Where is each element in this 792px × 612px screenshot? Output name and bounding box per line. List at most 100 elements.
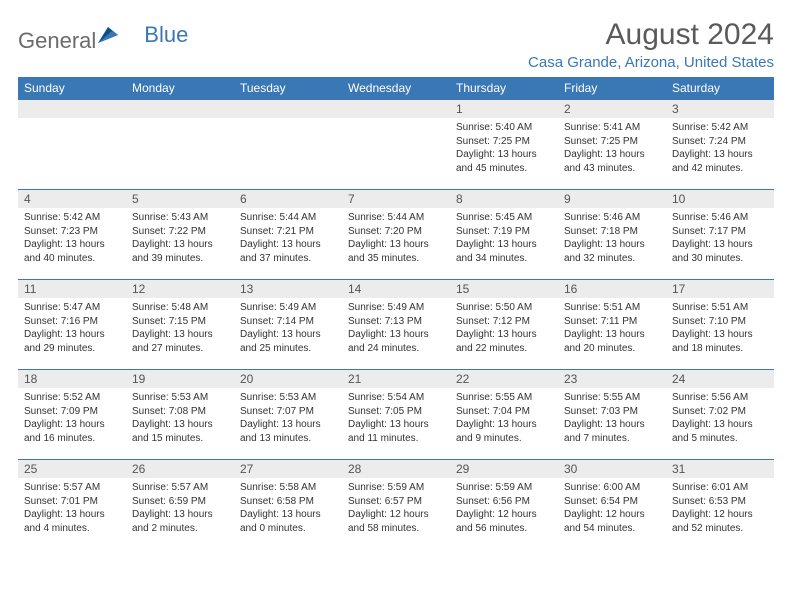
day-details: Sunrise: 5:53 AMSunset: 7:07 PMDaylight:… bbox=[234, 388, 342, 449]
day-details: Sunrise: 5:46 AMSunset: 7:18 PMDaylight:… bbox=[558, 208, 666, 269]
day-details: Sunrise: 5:49 AMSunset: 7:14 PMDaylight:… bbox=[234, 298, 342, 359]
day-details: Sunrise: 5:56 AMSunset: 7:02 PMDaylight:… bbox=[666, 388, 774, 449]
calendar-cell: 29Sunrise: 5:59 AMSunset: 6:56 PMDayligh… bbox=[450, 460, 558, 550]
day-details: Sunrise: 5:54 AMSunset: 7:05 PMDaylight:… bbox=[342, 388, 450, 449]
day-details: Sunrise: 5:44 AMSunset: 7:21 PMDaylight:… bbox=[234, 208, 342, 269]
day-number: 24 bbox=[666, 370, 774, 388]
day-details: Sunrise: 5:45 AMSunset: 7:19 PMDaylight:… bbox=[450, 208, 558, 269]
calendar-cell: 14Sunrise: 5:49 AMSunset: 7:13 PMDayligh… bbox=[342, 280, 450, 370]
day-details: Sunrise: 5:42 AMSunset: 7:23 PMDaylight:… bbox=[18, 208, 126, 269]
day-number: 22 bbox=[450, 370, 558, 388]
calendar-table: SundayMondayTuesdayWednesdayThursdayFrid… bbox=[18, 77, 774, 550]
calendar-cell: 10Sunrise: 5:46 AMSunset: 7:17 PMDayligh… bbox=[666, 190, 774, 280]
day-details: Sunrise: 5:49 AMSunset: 7:13 PMDaylight:… bbox=[342, 298, 450, 359]
calendar-cell: 1Sunrise: 5:40 AMSunset: 7:25 PMDaylight… bbox=[450, 100, 558, 190]
calendar-cell: 4Sunrise: 5:42 AMSunset: 7:23 PMDaylight… bbox=[18, 190, 126, 280]
brand-text-general: General bbox=[18, 28, 96, 54]
day-number: 7 bbox=[342, 190, 450, 208]
calendar-cell: 23Sunrise: 5:55 AMSunset: 7:03 PMDayligh… bbox=[558, 370, 666, 460]
calendar-cell: 26Sunrise: 5:57 AMSunset: 6:59 PMDayligh… bbox=[126, 460, 234, 550]
day-details: Sunrise: 5:59 AMSunset: 6:57 PMDaylight:… bbox=[342, 478, 450, 539]
calendar-cell: 27Sunrise: 5:58 AMSunset: 6:58 PMDayligh… bbox=[234, 460, 342, 550]
calendar-cell: 16Sunrise: 5:51 AMSunset: 7:11 PMDayligh… bbox=[558, 280, 666, 370]
day-details: Sunrise: 5:59 AMSunset: 6:56 PMDaylight:… bbox=[450, 478, 558, 539]
weekday-header: Friday bbox=[558, 77, 666, 100]
day-number: 4 bbox=[18, 190, 126, 208]
day-number: 8 bbox=[450, 190, 558, 208]
day-number: 25 bbox=[18, 460, 126, 478]
weekday-header: Thursday bbox=[450, 77, 558, 100]
calendar-cell bbox=[18, 100, 126, 190]
day-details: Sunrise: 5:48 AMSunset: 7:15 PMDaylight:… bbox=[126, 298, 234, 359]
weekday-header: Tuesday bbox=[234, 77, 342, 100]
day-details: Sunrise: 5:53 AMSunset: 7:08 PMDaylight:… bbox=[126, 388, 234, 449]
brand-flag-icon bbox=[98, 27, 118, 43]
day-number: 28 bbox=[342, 460, 450, 478]
header: General Blue August 2024 Casa Grande, Ar… bbox=[18, 18, 774, 71]
day-details: Sunrise: 6:00 AMSunset: 6:54 PMDaylight:… bbox=[558, 478, 666, 539]
day-details: Sunrise: 5:43 AMSunset: 7:22 PMDaylight:… bbox=[126, 208, 234, 269]
day-details: Sunrise: 5:57 AMSunset: 6:59 PMDaylight:… bbox=[126, 478, 234, 539]
calendar-row: 4Sunrise: 5:42 AMSunset: 7:23 PMDaylight… bbox=[18, 190, 774, 280]
calendar-cell: 5Sunrise: 5:43 AMSunset: 7:22 PMDaylight… bbox=[126, 190, 234, 280]
calendar-cell bbox=[126, 100, 234, 190]
day-number: 19 bbox=[126, 370, 234, 388]
title-block: August 2024 Casa Grande, Arizona, United… bbox=[528, 18, 774, 71]
day-number: 12 bbox=[126, 280, 234, 298]
calendar-cell: 19Sunrise: 5:53 AMSunset: 7:08 PMDayligh… bbox=[126, 370, 234, 460]
day-number: 27 bbox=[234, 460, 342, 478]
day-details: Sunrise: 5:42 AMSunset: 7:24 PMDaylight:… bbox=[666, 118, 774, 179]
day-number: 3 bbox=[666, 100, 774, 118]
day-details: Sunrise: 5:50 AMSunset: 7:12 PMDaylight:… bbox=[450, 298, 558, 359]
calendar-row: 1Sunrise: 5:40 AMSunset: 7:25 PMDaylight… bbox=[18, 100, 774, 190]
day-number: 5 bbox=[126, 190, 234, 208]
day-details: Sunrise: 5:55 AMSunset: 7:04 PMDaylight:… bbox=[450, 388, 558, 449]
day-details: Sunrise: 5:52 AMSunset: 7:09 PMDaylight:… bbox=[18, 388, 126, 449]
month-title: August 2024 bbox=[528, 18, 774, 52]
calendar-row: 18Sunrise: 5:52 AMSunset: 7:09 PMDayligh… bbox=[18, 370, 774, 460]
brand-text-blue: Blue bbox=[144, 22, 188, 48]
calendar-cell: 3Sunrise: 5:42 AMSunset: 7:24 PMDaylight… bbox=[666, 100, 774, 190]
day-number: 17 bbox=[666, 280, 774, 298]
weekday-header: Monday bbox=[126, 77, 234, 100]
day-details: Sunrise: 5:46 AMSunset: 7:17 PMDaylight:… bbox=[666, 208, 774, 269]
calendar-cell: 22Sunrise: 5:55 AMSunset: 7:04 PMDayligh… bbox=[450, 370, 558, 460]
calendar-cell: 25Sunrise: 5:57 AMSunset: 7:01 PMDayligh… bbox=[18, 460, 126, 550]
calendar-cell: 7Sunrise: 5:44 AMSunset: 7:20 PMDaylight… bbox=[342, 190, 450, 280]
calendar-cell bbox=[234, 100, 342, 190]
calendar-cell: 21Sunrise: 5:54 AMSunset: 7:05 PMDayligh… bbox=[342, 370, 450, 460]
day-number: 30 bbox=[558, 460, 666, 478]
calendar-row: 25Sunrise: 5:57 AMSunset: 7:01 PMDayligh… bbox=[18, 460, 774, 550]
day-number: 14 bbox=[342, 280, 450, 298]
day-details: Sunrise: 5:55 AMSunset: 7:03 PMDaylight:… bbox=[558, 388, 666, 449]
day-number: 6 bbox=[234, 190, 342, 208]
day-details: Sunrise: 5:41 AMSunset: 7:25 PMDaylight:… bbox=[558, 118, 666, 179]
weekday-header-row: SundayMondayTuesdayWednesdayThursdayFrid… bbox=[18, 77, 774, 100]
day-details: Sunrise: 5:51 AMSunset: 7:10 PMDaylight:… bbox=[666, 298, 774, 359]
empty-day-bar bbox=[342, 100, 450, 118]
day-details: Sunrise: 5:47 AMSunset: 7:16 PMDaylight:… bbox=[18, 298, 126, 359]
calendar-cell: 13Sunrise: 5:49 AMSunset: 7:14 PMDayligh… bbox=[234, 280, 342, 370]
calendar-cell: 24Sunrise: 5:56 AMSunset: 7:02 PMDayligh… bbox=[666, 370, 774, 460]
calendar-cell: 2Sunrise: 5:41 AMSunset: 7:25 PMDaylight… bbox=[558, 100, 666, 190]
day-number: 23 bbox=[558, 370, 666, 388]
calendar-cell bbox=[342, 100, 450, 190]
calendar-cell: 28Sunrise: 5:59 AMSunset: 6:57 PMDayligh… bbox=[342, 460, 450, 550]
calendar-cell: 30Sunrise: 6:00 AMSunset: 6:54 PMDayligh… bbox=[558, 460, 666, 550]
calendar-cell: 6Sunrise: 5:44 AMSunset: 7:21 PMDaylight… bbox=[234, 190, 342, 280]
day-number: 13 bbox=[234, 280, 342, 298]
calendar-cell: 20Sunrise: 5:53 AMSunset: 7:07 PMDayligh… bbox=[234, 370, 342, 460]
calendar-cell: 8Sunrise: 5:45 AMSunset: 7:19 PMDaylight… bbox=[450, 190, 558, 280]
day-number: 16 bbox=[558, 280, 666, 298]
day-number: 31 bbox=[666, 460, 774, 478]
day-number: 15 bbox=[450, 280, 558, 298]
day-number: 2 bbox=[558, 100, 666, 118]
day-number: 10 bbox=[666, 190, 774, 208]
calendar-cell: 31Sunrise: 6:01 AMSunset: 6:53 PMDayligh… bbox=[666, 460, 774, 550]
day-number: 11 bbox=[18, 280, 126, 298]
day-number: 20 bbox=[234, 370, 342, 388]
weekday-header: Sunday bbox=[18, 77, 126, 100]
calendar-cell: 9Sunrise: 5:46 AMSunset: 7:18 PMDaylight… bbox=[558, 190, 666, 280]
calendar-cell: 18Sunrise: 5:52 AMSunset: 7:09 PMDayligh… bbox=[18, 370, 126, 460]
day-details: Sunrise: 6:01 AMSunset: 6:53 PMDaylight:… bbox=[666, 478, 774, 539]
